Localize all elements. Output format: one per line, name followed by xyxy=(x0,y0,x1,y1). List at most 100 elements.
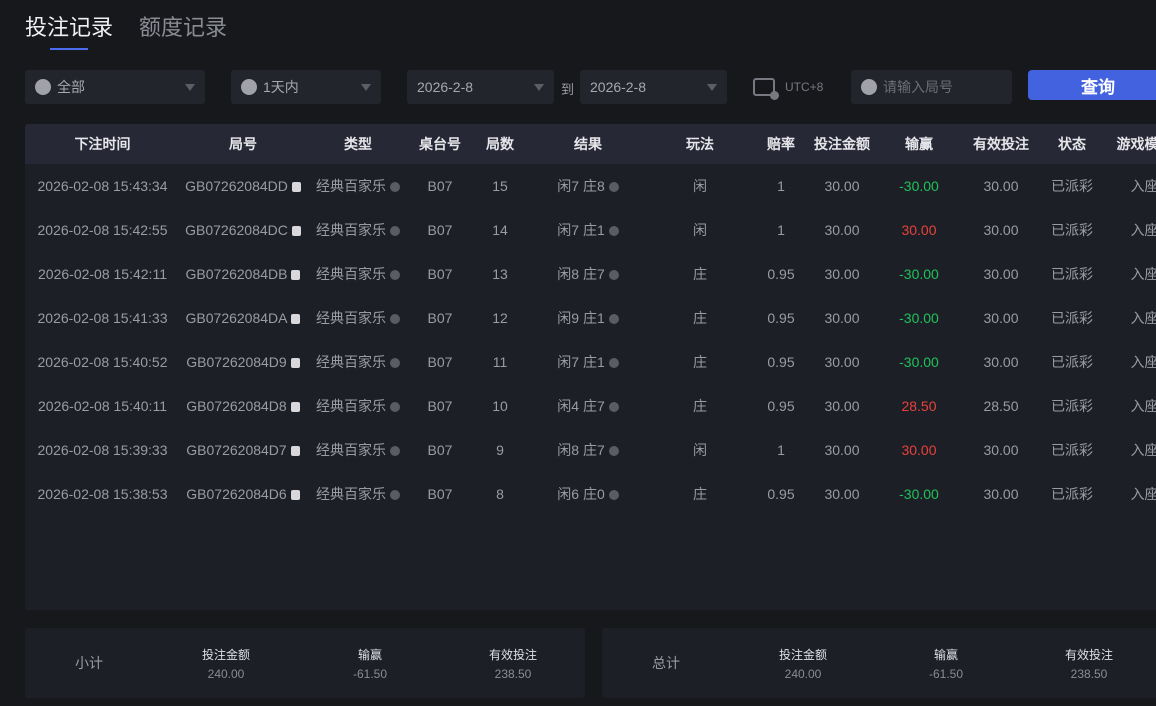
start-date-value: 2026-2-8 xyxy=(417,79,474,95)
table-no-value: B07 xyxy=(427,266,453,282)
cell-round-id: GB07262084DC xyxy=(180,208,306,252)
cell-round-count: 15 xyxy=(470,164,530,208)
copy-icon[interactable] xyxy=(291,182,301,192)
odds-value: 0.95 xyxy=(767,354,795,370)
tab-credit-records[interactable]: 额度记录 xyxy=(139,15,228,40)
result-value: 闲9 庄1 xyxy=(557,310,605,326)
cell-round-id: GB07262084DB xyxy=(180,252,306,296)
cell-bet-type: 庄 xyxy=(646,472,754,516)
result-value: 闲8 庄7 xyxy=(557,442,605,458)
status-value: 已派彩 xyxy=(1051,486,1093,502)
cell-valid-bet: 28.50 xyxy=(962,384,1040,428)
cell-odds: 0.95 xyxy=(754,252,808,296)
status-value: 已派彩 xyxy=(1051,222,1093,238)
result-info-icon[interactable] xyxy=(608,402,619,412)
result-info-icon[interactable] xyxy=(608,358,619,368)
total-valid: 238.50 xyxy=(1070,667,1108,681)
result-info-icon[interactable] xyxy=(608,270,619,280)
cell-valid-bet: 30.00 xyxy=(962,428,1040,472)
game-info-icon[interactable] xyxy=(390,446,400,456)
cell-win-loss: -30.00 xyxy=(876,296,962,340)
game-mode-value: 入座 xyxy=(1130,178,1156,194)
cell-odds: 0.95 xyxy=(754,296,808,340)
game-type-value: 经典百家乐 xyxy=(316,486,386,502)
cell-win-loss: -30.00 xyxy=(876,340,962,384)
period-select[interactable]: 1天内 xyxy=(231,70,381,104)
cell-round-count: 8 xyxy=(470,472,530,516)
status-value: 已派彩 xyxy=(1051,398,1093,414)
game-info-icon[interactable] xyxy=(390,314,400,324)
result-info-icon[interactable] xyxy=(608,226,619,236)
status-value: 已派彩 xyxy=(1051,354,1093,370)
game-type-select[interactable]: 全部 xyxy=(25,70,205,104)
cell-round-count: 13 xyxy=(470,252,530,296)
game-mode-value: 入座 xyxy=(1130,354,1156,370)
cell-game-type: 经典百家乐 xyxy=(306,428,410,472)
copy-icon[interactable] xyxy=(290,402,300,412)
cell-round-id: GB07262084D7 xyxy=(180,428,306,472)
cell-result: 闲4 庄7 xyxy=(530,384,646,428)
caret-down-icon xyxy=(185,84,195,91)
result-value: 闲7 庄8 xyxy=(557,178,605,194)
start-date-select[interactable]: 2026-2-8 xyxy=(407,70,554,104)
cell-status: 已派彩 xyxy=(1040,428,1104,472)
game-info-icon[interactable] xyxy=(390,270,400,280)
cell-valid-bet: 30.00 xyxy=(962,252,1040,296)
copy-icon[interactable] xyxy=(291,314,301,324)
total-panel: 总计 投注金额 240.00 输赢 -61.50 有效投注 238.50 xyxy=(602,628,1156,698)
bet-records-table: 下注时间局号类型桌台号局数结果玩法赔率投注金额输赢有效投注状态游戏模式 2026… xyxy=(25,124,1156,610)
cell-result: 闲7 庄1 xyxy=(530,208,646,252)
tab-bet-records[interactable]: 投注记录 xyxy=(25,10,113,52)
query-button[interactable]: 查询 xyxy=(1028,70,1156,100)
header-status: 状态 xyxy=(1040,124,1104,164)
cell-valid-bet: 30.00 xyxy=(962,296,1040,340)
cell-bet-type: 闲 xyxy=(646,164,754,208)
game-info-icon[interactable] xyxy=(390,182,400,192)
result-info-icon[interactable] xyxy=(608,182,619,192)
game-info-icon[interactable] xyxy=(390,402,400,412)
valid-bet-value: 30.00 xyxy=(983,266,1019,282)
cell-status: 已派彩 xyxy=(1040,340,1104,384)
cell-round-id: GB07262084D9 xyxy=(180,340,306,384)
round-id-value: GB07262084DA xyxy=(185,310,288,326)
status-value: 已派彩 xyxy=(1051,442,1093,458)
copy-icon[interactable] xyxy=(290,490,300,500)
timezone-button[interactable]: UTC+8 xyxy=(753,78,824,100)
period-value: 1天内 xyxy=(263,79,299,95)
result-info-icon[interactable] xyxy=(608,446,619,456)
result-info-icon[interactable] xyxy=(608,490,619,500)
result-info-icon[interactable] xyxy=(608,314,619,324)
table-row: 2026-02-08 15:40:11 GB07262084D8 经典百家乐 B07 1… xyxy=(25,384,1156,428)
round-count-value: 11 xyxy=(492,354,508,370)
end-date-select[interactable]: 2026-2-8 xyxy=(580,70,727,104)
game-mode-value: 入座 xyxy=(1130,310,1156,326)
round-icon xyxy=(861,79,877,95)
win-loss-value: -30.00 xyxy=(899,486,939,502)
copy-icon[interactable] xyxy=(290,446,300,456)
total-bet-label: 投注金额 xyxy=(778,648,827,662)
header-round-count: 局数 xyxy=(470,124,530,164)
cell-game-type: 经典百家乐 xyxy=(306,340,410,384)
cell-bet-time: 2026-02-08 15:40:52 xyxy=(25,340,180,384)
bet-type-value: 庄 xyxy=(693,266,707,282)
to-label: 到 xyxy=(561,82,575,97)
bet-time-value: 2026-02-08 15:42:55 xyxy=(37,222,168,238)
round-id-value: GB07262084D6 xyxy=(186,486,287,502)
cell-round-count: 14 xyxy=(470,208,530,252)
copy-icon[interactable] xyxy=(290,358,300,368)
win-loss-value: 30.00 xyxy=(901,442,937,458)
header-result: 结果 xyxy=(530,124,646,164)
game-info-icon[interactable] xyxy=(390,358,400,368)
copy-icon[interactable] xyxy=(291,226,301,236)
timezone-label: UTC+8 xyxy=(785,80,824,94)
bet-time-value: 2026-02-08 15:39:33 xyxy=(37,442,168,458)
valid-bet-value: 30.00 xyxy=(983,310,1019,326)
game-info-icon[interactable] xyxy=(390,490,400,500)
cell-bet-type: 闲 xyxy=(646,428,754,472)
game-info-icon[interactable] xyxy=(390,226,400,236)
odds-value: 1 xyxy=(777,442,785,458)
table-row: 2026-02-08 15:40:52 GB07262084D9 经典百家乐 B07 1… xyxy=(25,340,1156,384)
copy-icon[interactable] xyxy=(291,270,301,280)
bet-time-value: 2026-02-08 15:41:33 xyxy=(37,310,168,326)
round-number-input[interactable] xyxy=(883,79,1003,95)
